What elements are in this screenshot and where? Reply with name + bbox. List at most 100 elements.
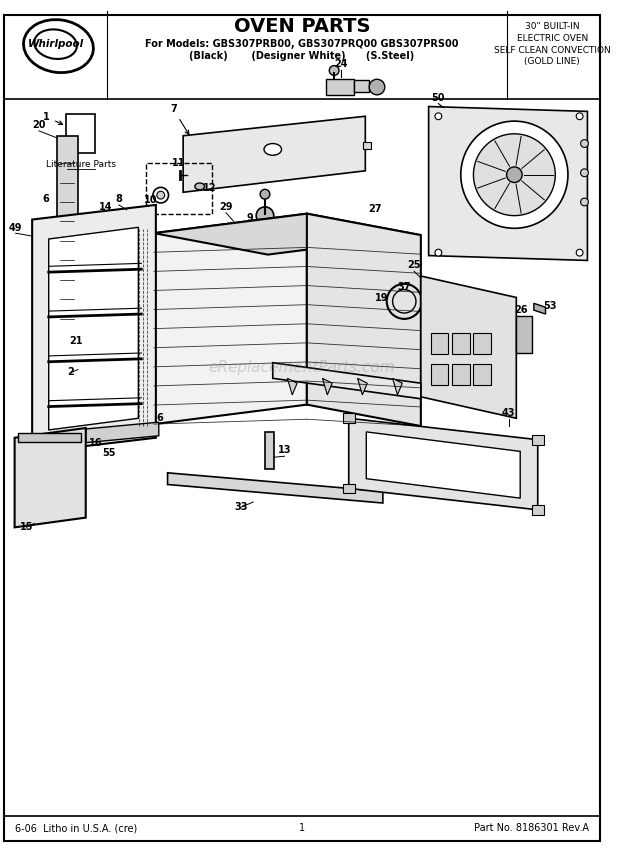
Text: 50: 50 — [432, 92, 445, 103]
Text: 30" BUILT-IN: 30" BUILT-IN — [525, 22, 580, 31]
Text: 13: 13 — [278, 445, 291, 455]
Text: eReplacementParts.com: eReplacementParts.com — [209, 360, 396, 375]
Text: Part No. 8186301 Rev.A: Part No. 8186301 Rev.A — [474, 823, 590, 834]
Bar — [343, 413, 355, 423]
Bar — [532, 435, 544, 444]
Text: 6-06  Litho in U.S.A. (cre): 6-06 Litho in U.S.A. (cre) — [15, 823, 137, 834]
Bar — [66, 115, 95, 153]
Text: 14: 14 — [99, 202, 112, 211]
Polygon shape — [307, 214, 421, 426]
Polygon shape — [167, 473, 383, 503]
Polygon shape — [322, 378, 332, 395]
Circle shape — [580, 198, 588, 206]
Polygon shape — [56, 136, 78, 330]
Circle shape — [580, 140, 588, 147]
Polygon shape — [32, 205, 156, 452]
Text: 29: 29 — [219, 202, 232, 211]
Circle shape — [507, 167, 522, 182]
Text: 10: 10 — [144, 195, 157, 205]
Bar — [265, 432, 274, 469]
Polygon shape — [183, 116, 365, 193]
Polygon shape — [349, 419, 538, 510]
Text: 1: 1 — [43, 112, 63, 124]
Text: 33: 33 — [235, 502, 249, 512]
Polygon shape — [392, 378, 402, 395]
Bar — [363, 141, 371, 150]
Text: 25: 25 — [407, 260, 421, 270]
Text: (Black)       (Designer White)      (S.Steel): (Black) (Designer White) (S.Steel) — [189, 51, 415, 61]
Text: 8: 8 — [115, 194, 122, 204]
Circle shape — [157, 191, 165, 199]
Bar — [474, 364, 491, 385]
Ellipse shape — [195, 183, 205, 190]
Text: 26: 26 — [515, 305, 528, 315]
Text: 43: 43 — [502, 408, 515, 419]
Text: 15: 15 — [20, 522, 33, 532]
Circle shape — [260, 189, 270, 199]
Polygon shape — [358, 378, 367, 395]
Circle shape — [474, 134, 556, 216]
Text: 37: 37 — [397, 282, 411, 292]
Text: 1: 1 — [299, 823, 305, 834]
Text: OVEN PARTS: OVEN PARTS — [234, 17, 370, 36]
Polygon shape — [154, 214, 307, 424]
Text: 21: 21 — [69, 336, 82, 346]
Bar — [146, 163, 213, 214]
Polygon shape — [428, 106, 587, 260]
Text: 9: 9 — [247, 212, 254, 223]
Text: 7: 7 — [170, 104, 189, 134]
Bar — [17, 433, 81, 442]
Polygon shape — [15, 428, 86, 527]
Text: 16: 16 — [89, 437, 102, 448]
Circle shape — [580, 169, 588, 176]
Circle shape — [256, 207, 274, 224]
Text: 19: 19 — [375, 294, 389, 303]
Text: ELECTRIC OVEN: ELECTRIC OVEN — [516, 34, 588, 43]
Text: For Models: GBS307PRB00, GBS307PRQ00 GBS307PRS00: For Models: GBS307PRB00, GBS307PRQ00 GBS… — [145, 39, 459, 49]
Text: Literature Parts: Literature Parts — [46, 160, 116, 169]
Circle shape — [576, 113, 583, 120]
Circle shape — [435, 249, 442, 256]
Text: Whirlpool: Whirlpool — [27, 39, 84, 49]
Text: 49: 49 — [9, 223, 22, 233]
Text: 27: 27 — [368, 204, 382, 214]
Text: 6: 6 — [156, 413, 163, 423]
Polygon shape — [421, 276, 516, 419]
Text: 2: 2 — [68, 367, 74, 377]
Text: 11: 11 — [172, 158, 185, 168]
Bar — [474, 332, 491, 354]
Ellipse shape — [264, 144, 281, 155]
Bar — [353, 80, 370, 92]
Text: SELF CLEAN CONVECTION: SELF CLEAN CONVECTION — [494, 45, 611, 55]
Circle shape — [461, 122, 568, 229]
Bar — [430, 364, 448, 385]
Polygon shape — [49, 228, 138, 430]
Polygon shape — [78, 225, 92, 377]
Bar — [343, 484, 355, 493]
Bar — [452, 332, 469, 354]
Polygon shape — [534, 303, 546, 314]
Text: 24: 24 — [334, 58, 348, 68]
Circle shape — [153, 187, 169, 203]
Polygon shape — [366, 432, 520, 498]
Ellipse shape — [34, 29, 77, 59]
Bar — [430, 332, 448, 354]
Text: 20: 20 — [32, 120, 46, 130]
Circle shape — [576, 249, 583, 256]
Polygon shape — [86, 422, 159, 443]
Text: 53: 53 — [544, 301, 557, 311]
Polygon shape — [154, 214, 421, 254]
Ellipse shape — [24, 20, 94, 73]
Circle shape — [329, 66, 339, 75]
Bar — [326, 80, 353, 95]
Bar — [516, 316, 532, 353]
Circle shape — [435, 113, 442, 120]
Bar — [532, 505, 544, 514]
Circle shape — [370, 80, 385, 95]
Polygon shape — [273, 363, 421, 399]
Polygon shape — [288, 378, 297, 395]
Text: (GOLD LINE): (GOLD LINE) — [525, 57, 580, 66]
Text: 6: 6 — [42, 194, 49, 204]
Text: 55: 55 — [102, 449, 116, 458]
Text: 12: 12 — [203, 183, 216, 193]
